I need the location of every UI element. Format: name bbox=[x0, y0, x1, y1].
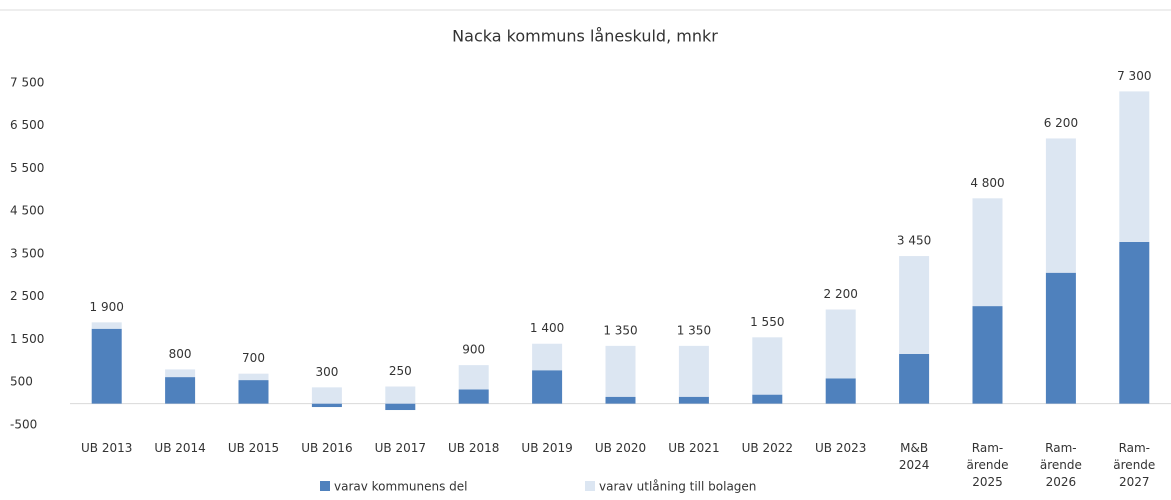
bar-segment bbox=[605, 396, 636, 404]
x-tick-label: UB 2023 bbox=[815, 441, 866, 455]
bar-segment bbox=[678, 345, 709, 397]
x-tick-label: UB 2014 bbox=[154, 441, 205, 455]
bar-segment bbox=[972, 198, 1003, 307]
x-tick-label: M&B 2024 bbox=[899, 441, 930, 472]
bar-segment bbox=[1045, 138, 1076, 273]
x-tick-label: UB 2017 bbox=[375, 441, 426, 455]
bar-segment bbox=[311, 403, 342, 408]
y-tick-label: -500 bbox=[10, 418, 37, 432]
total-label: 4 800 bbox=[970, 176, 1004, 190]
y-tick-label: 7 500 bbox=[10, 75, 44, 89]
bar-segment bbox=[91, 328, 122, 404]
bar-segment bbox=[458, 389, 489, 404]
x-tick-label: UB 2022 bbox=[742, 441, 793, 455]
x-tick-label: UB 2018 bbox=[448, 441, 499, 455]
total-label: 6 200 bbox=[1044, 116, 1078, 130]
bar-segment bbox=[752, 394, 783, 404]
total-label: 1 400 bbox=[530, 321, 564, 335]
legend-swatch bbox=[585, 481, 595, 491]
x-tick-label: UB 2021 bbox=[668, 441, 719, 455]
bar-segment bbox=[605, 345, 636, 397]
total-label: 3 450 bbox=[897, 234, 931, 248]
bar-segment bbox=[532, 343, 563, 371]
legend-swatch bbox=[320, 481, 330, 491]
x-tick-label: UB 2016 bbox=[301, 441, 352, 455]
total-label: 300 bbox=[315, 365, 338, 379]
x-tick-label: UB 2013 bbox=[81, 441, 132, 455]
total-label: 250 bbox=[389, 364, 412, 378]
x-tick-label: Ram-ärende 2025 bbox=[966, 441, 1008, 489]
y-tick-label: 6 500 bbox=[10, 118, 44, 132]
y-tick-label: 3 500 bbox=[10, 246, 44, 260]
total-label: 2 200 bbox=[824, 287, 858, 301]
bar-segment bbox=[678, 396, 709, 404]
bar-segment bbox=[385, 403, 416, 411]
bar-segment bbox=[385, 386, 416, 404]
bar-segment bbox=[238, 380, 269, 404]
total-label: 1 350 bbox=[677, 323, 711, 337]
total-label: 7 300 bbox=[1117, 69, 1151, 83]
y-tick-label: 5 500 bbox=[10, 161, 44, 175]
total-label: 1 900 bbox=[90, 300, 124, 314]
bar-segment bbox=[91, 322, 122, 329]
total-label: 1 550 bbox=[750, 315, 784, 329]
total-label: 900 bbox=[462, 343, 485, 357]
x-tick-label: UB 2015 bbox=[228, 441, 279, 455]
chart-title: Nacka kommuns låneskuld, mnkr bbox=[452, 27, 718, 46]
bar-segment bbox=[1119, 241, 1150, 404]
total-label: 700 bbox=[242, 351, 265, 365]
x-tick-label: Ram-ärende 2026 bbox=[1040, 441, 1082, 489]
legend-label: varav kommunens del bbox=[334, 480, 468, 494]
x-tick-label: UB 2020 bbox=[595, 441, 646, 455]
x-tick-label: Ram-ärende 2027 bbox=[1113, 441, 1155, 489]
total-label: 800 bbox=[169, 347, 192, 361]
y-tick-label: 1 500 bbox=[10, 332, 44, 346]
bar-segment bbox=[899, 256, 930, 354]
bar-segment bbox=[238, 373, 269, 381]
bar-segment bbox=[1045, 272, 1076, 404]
total-label: 1 350 bbox=[603, 323, 637, 337]
y-tick-label: 4 500 bbox=[10, 204, 44, 218]
bar-segment bbox=[165, 377, 196, 404]
bar-segment bbox=[899, 354, 930, 404]
x-tick-label: UB 2019 bbox=[521, 441, 572, 455]
bar-segment bbox=[165, 369, 196, 378]
bar-segment bbox=[752, 337, 783, 395]
bar-segment bbox=[972, 306, 1003, 404]
bar-segment bbox=[458, 365, 489, 390]
legend-label: varav utlåning till bolagen bbox=[599, 480, 756, 494]
bar-segment bbox=[825, 309, 856, 379]
y-tick-label: 2 500 bbox=[10, 289, 44, 303]
y-tick-label: 500 bbox=[10, 375, 33, 389]
bar-segment bbox=[532, 370, 563, 404]
bar-segment bbox=[311, 387, 342, 404]
bar-segment bbox=[1119, 91, 1150, 242]
bar-segment bbox=[825, 378, 856, 404]
